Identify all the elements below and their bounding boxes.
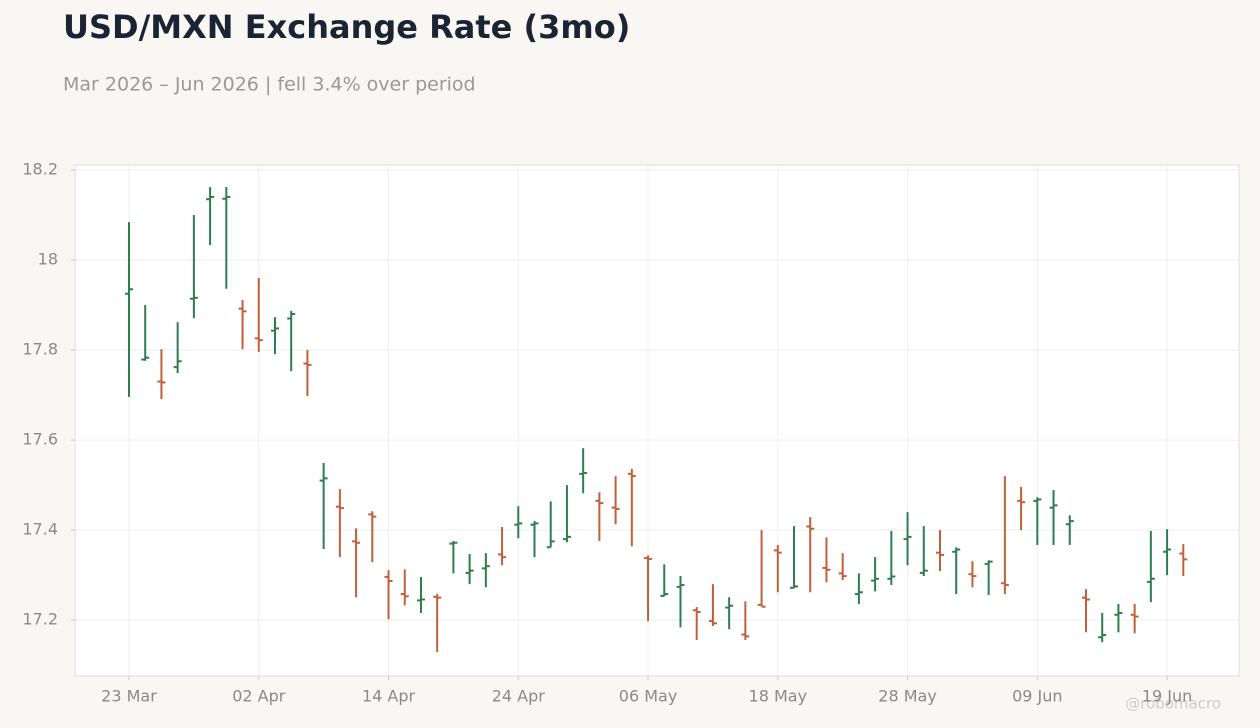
plot-area: [74, 164, 1240, 677]
x-tick-label: 24 Apr: [492, 687, 546, 706]
x-tick-label: 19 Jun: [1142, 687, 1192, 706]
watermark: @robomacro: [1125, 695, 1221, 713]
y-tick-label: 17.2: [22, 610, 58, 629]
y-tick-label: 17.8: [22, 340, 58, 359]
x-tick-label: 02 Apr: [232, 687, 286, 706]
chart-title: USD/MXN Exchange Rate (3mo): [63, 8, 630, 46]
y-tick-label: 17.6: [22, 430, 58, 449]
x-tick-label: 18 May: [749, 687, 808, 706]
chart-subtitle: Mar 2026 – Jun 2026 | fell 3.4% over per…: [63, 74, 476, 96]
x-tick-label: 06 May: [619, 687, 678, 706]
x-tick-label: 09 Jun: [1012, 687, 1062, 706]
y-tick-label: 17.4: [22, 520, 58, 539]
y-tick-label: 18.2: [22, 159, 58, 178]
x-tick-label: 28 May: [878, 687, 937, 706]
y-tick-label: 18: [38, 249, 58, 268]
x-tick-label: 23 Mar: [101, 687, 157, 706]
x-tick-label: 14 Apr: [362, 687, 416, 706]
